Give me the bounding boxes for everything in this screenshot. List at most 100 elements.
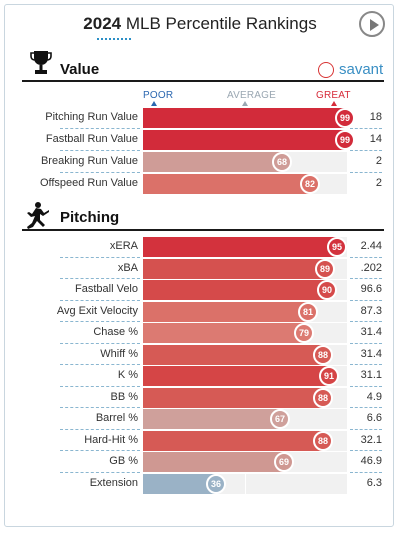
percentile-row: BB % 88 4.9	[0, 387, 400, 408]
title-year: 2024	[83, 14, 122, 33]
row-separator	[350, 299, 382, 301]
row-separator	[350, 407, 382, 408]
baseball-icon	[318, 62, 334, 78]
row-separator	[60, 450, 140, 451]
percentile-badge: 88	[313, 344, 333, 365]
metric-value: 31.4	[360, 326, 382, 338]
metric-label: xBA	[117, 261, 138, 274]
metric-value: 2	[375, 177, 382, 189]
percentile-bar	[143, 473, 216, 494]
title-underline	[97, 38, 131, 40]
row-separator	[350, 342, 382, 344]
row-separator	[60, 299, 140, 301]
percentile-bar	[143, 452, 284, 472]
percentile-bar	[143, 237, 337, 257]
percentile-row: K % 91 31.1	[0, 366, 400, 386]
percentile-badge: 68	[272, 152, 292, 172]
percentile-badge: 88	[313, 387, 333, 408]
metric-label: BB %	[110, 390, 138, 403]
percentile-card	[4, 4, 394, 527]
metric-label: Avg Exit Velocity	[56, 304, 138, 317]
scale-average-label: AVERAGE	[227, 90, 277, 101]
row-separator	[350, 128, 382, 129]
savant-logo: savant	[339, 61, 384, 78]
percentile-bar	[143, 409, 280, 429]
row-separator	[350, 150, 382, 151]
percentile-bar	[143, 301, 308, 322]
metric-label: Breaking Run Value	[40, 155, 138, 167]
scale-great-label: GREAT	[316, 90, 351, 101]
metric-value: 14	[369, 133, 382, 145]
metric-label: Fastball Run Value	[45, 133, 138, 145]
play-button[interactable]	[359, 11, 385, 37]
scale-poor-marker	[151, 101, 157, 106]
percentile-badge: 90	[317, 280, 337, 300]
row-separator	[350, 471, 382, 473]
percentile-badge: 91	[319, 366, 339, 386]
metric-label: Offspeed Run Value	[39, 177, 138, 189]
section-rule-value	[22, 80, 384, 82]
scale-poor-label: POOR	[143, 90, 174, 101]
percentile-badge: 82	[300, 174, 320, 194]
percentile-row: GB % 69 46.9	[0, 452, 400, 472]
percentile-bar	[143, 366, 329, 386]
percentile-bar	[143, 430, 323, 451]
percentile-badge: 88	[313, 430, 333, 451]
percentile-row: Chase % 79 31.4	[0, 323, 400, 343]
percentile-row: Hard-Hit % 88 32.1	[0, 430, 400, 451]
row-separator	[60, 471, 140, 473]
percentile-row: Offspeed Run Value 82 2	[0, 174, 400, 194]
title-text: MLB Percentile Rankings	[125, 14, 317, 33]
percentile-bar	[143, 174, 310, 194]
percentile-badge: 79	[294, 323, 314, 343]
row-separator	[350, 385, 382, 387]
percentile-bar	[143, 344, 323, 365]
metric-label: K %	[117, 369, 138, 381]
pitcher-icon	[24, 201, 50, 236]
row-separator	[60, 428, 140, 430]
scale-average-marker	[242, 101, 248, 106]
metric-label: Barrel %	[95, 412, 138, 424]
scale-great-marker	[331, 101, 337, 106]
metric-value: 32.1	[360, 433, 382, 446]
metric-label: Extension	[89, 476, 138, 489]
percentile-badge: 99	[335, 130, 355, 150]
metric-value: 18	[369, 111, 382, 123]
row-separator	[60, 342, 140, 344]
metric-value: 2	[375, 155, 382, 167]
percentile-badge: 36	[206, 473, 226, 494]
metric-label: Pitching Run Value	[45, 111, 138, 123]
row-separator	[60, 364, 140, 365]
percentile-row: xERA 95 2.44	[0, 237, 400, 257]
metric-value: .202	[360, 261, 382, 274]
row-separator	[60, 150, 140, 151]
percentile-badge: 81	[298, 301, 318, 322]
percentile-row: Avg Exit Velocity 81 87.3	[0, 301, 400, 322]
percentile-badge: 99	[335, 108, 355, 128]
trophy-icon	[30, 50, 52, 81]
percentile-bar	[143, 130, 345, 150]
section-title-value: Value	[60, 61, 100, 78]
row-separator	[60, 321, 140, 322]
metric-label: xERA	[109, 240, 138, 252]
percentile-row: Fastball Velo 90 96.6	[0, 280, 400, 300]
row-separator	[60, 172, 140, 173]
section-rule-pitching	[22, 229, 384, 231]
percentile-badge: 69	[274, 452, 294, 472]
metric-value: 6.3	[366, 476, 382, 489]
percentile-bar	[143, 323, 304, 343]
metric-value: 6.6	[366, 412, 382, 424]
percentile-badge: 67	[270, 409, 290, 429]
percentile-bar	[143, 280, 327, 300]
row-separator	[60, 278, 140, 279]
row-separator	[60, 128, 140, 129]
row-separator	[350, 172, 382, 173]
metric-label: Whiff %	[100, 347, 138, 360]
metric-value: 96.6	[360, 283, 382, 295]
row-separator	[350, 364, 382, 365]
percentile-bar	[143, 152, 282, 172]
metric-label: GB %	[109, 455, 138, 467]
metric-label: Fastball Velo	[75, 283, 138, 295]
row-separator	[350, 256, 382, 258]
percentile-row: Breaking Run Value 68 2	[0, 152, 400, 172]
